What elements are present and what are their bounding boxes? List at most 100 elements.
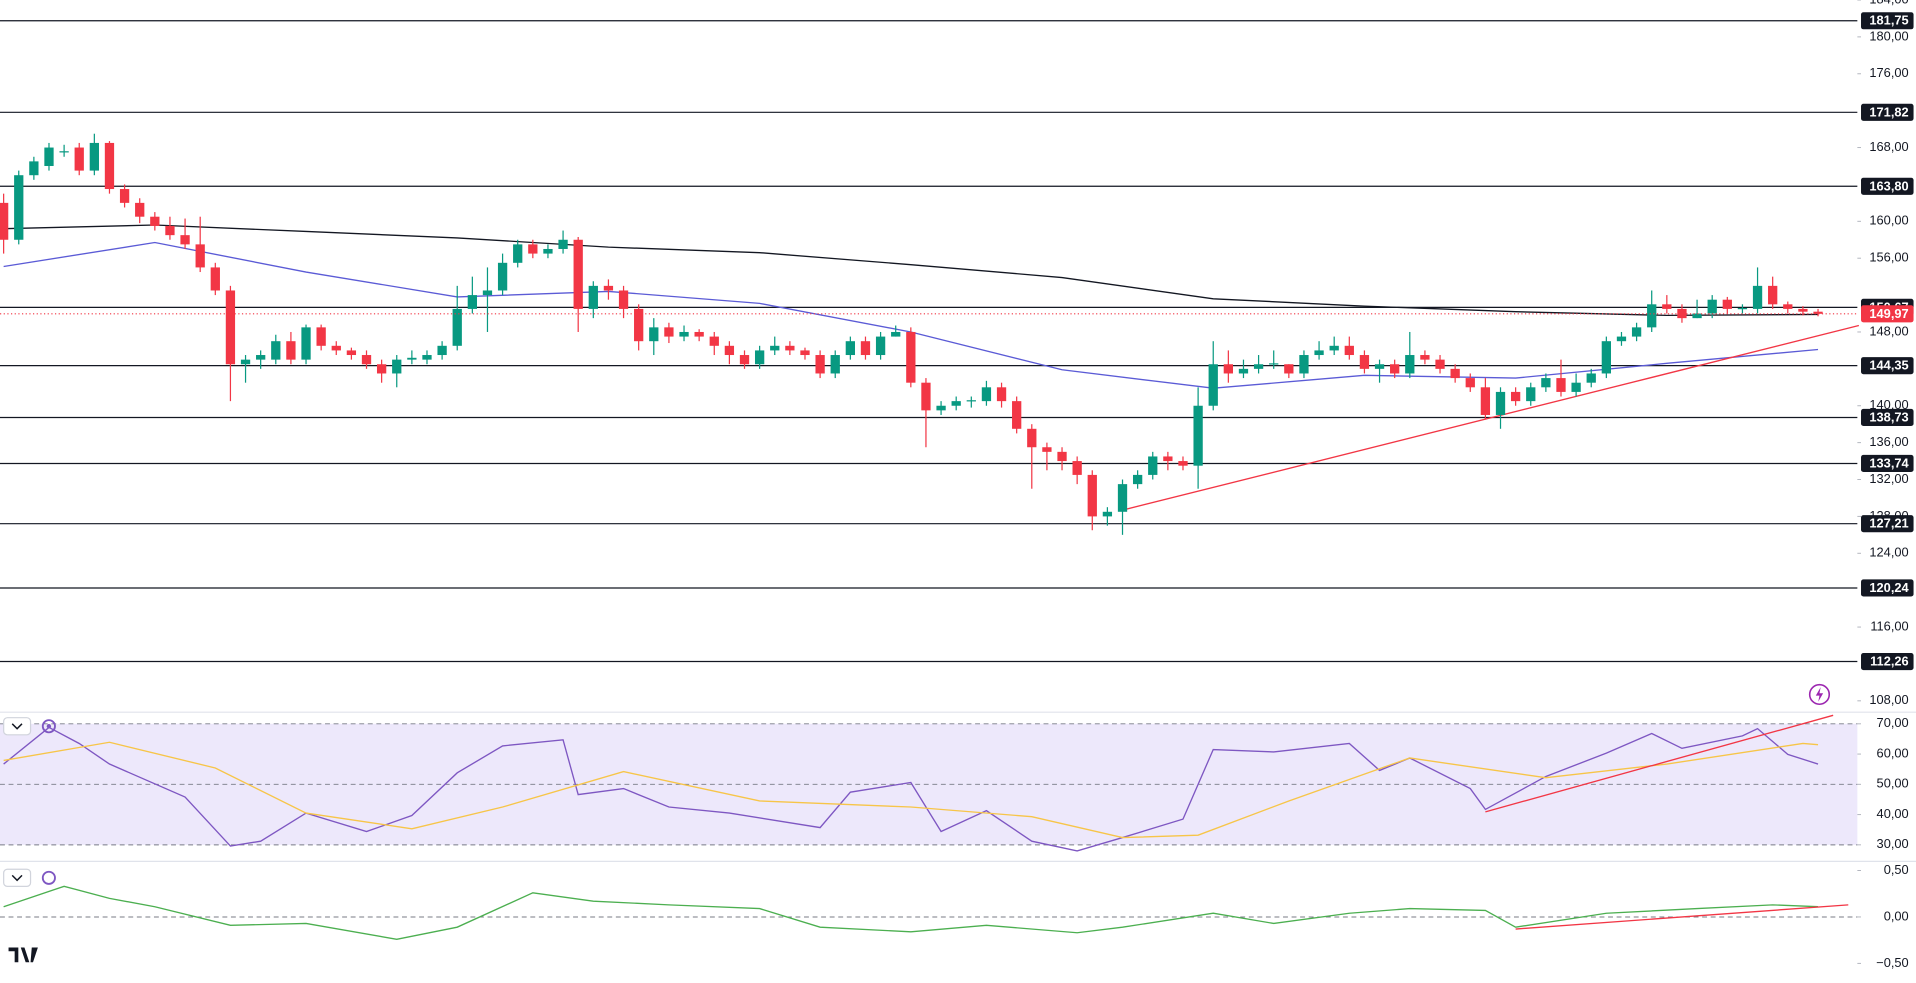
alert-icon[interactable] xyxy=(1808,683,1831,706)
level-label-box xyxy=(1861,579,1914,597)
level-label: 181,75 xyxy=(1869,13,1908,28)
candle-body xyxy=(1042,447,1052,452)
indicator-icon[interactable] xyxy=(41,870,56,885)
y-tick-label: 40,00 xyxy=(1877,806,1909,821)
level-label-box xyxy=(1861,103,1914,121)
collapse-button[interactable] xyxy=(3,868,32,888)
candle-body xyxy=(1027,428,1037,448)
candle-body xyxy=(256,355,266,360)
candle-body xyxy=(1586,373,1596,383)
candle-body xyxy=(709,336,719,346)
collapse-button[interactable] xyxy=(3,717,32,736)
candle-body xyxy=(906,331,916,383)
candle-body xyxy=(1616,336,1627,342)
candle-body xyxy=(422,355,432,360)
candle-body xyxy=(44,147,54,166)
candle-body xyxy=(1435,359,1445,369)
candle-body xyxy=(1662,304,1672,309)
candle-body xyxy=(29,161,39,176)
candle-body xyxy=(573,239,583,309)
candle-body xyxy=(966,400,976,402)
series-line xyxy=(1515,904,1849,930)
candle-body xyxy=(301,327,311,360)
level-label-box xyxy=(1861,408,1914,427)
candle-body xyxy=(891,331,901,337)
candle-body xyxy=(376,364,387,374)
candle-body xyxy=(1752,285,1763,309)
candle-body xyxy=(497,262,508,291)
candle-body xyxy=(1707,299,1717,314)
candle-body xyxy=(739,355,750,365)
candle-body xyxy=(1798,308,1808,312)
button-frame[interactable] xyxy=(3,717,32,736)
level-label-box xyxy=(1861,454,1914,473)
candle-body xyxy=(1647,304,1657,328)
y-tick-label: 0,50 xyxy=(1884,862,1909,877)
candle-body xyxy=(528,244,538,254)
candle-body xyxy=(346,350,357,356)
candle-body xyxy=(1722,299,1732,309)
candle-body xyxy=(951,401,961,406)
y-tick-label: 140,00 xyxy=(1869,397,1908,412)
series-line xyxy=(3,726,1819,852)
candle-body xyxy=(437,345,447,356)
chevron-icon xyxy=(11,874,23,882)
candle-body xyxy=(830,355,840,374)
candle-body xyxy=(59,151,69,153)
candle-body xyxy=(603,285,614,291)
candle-body xyxy=(1012,401,1022,429)
candle-body xyxy=(271,341,281,360)
candle-body xyxy=(150,216,160,226)
candle-body xyxy=(1223,364,1233,374)
candle-body xyxy=(513,244,523,263)
candle-body xyxy=(679,331,689,337)
chevron-icon xyxy=(11,723,23,730)
candle-body xyxy=(1329,345,1339,351)
candle-body xyxy=(1269,363,1279,365)
candle-body xyxy=(694,331,704,337)
candle-body xyxy=(1208,364,1218,406)
y-tick-label: 0,00 xyxy=(1884,908,1909,923)
candle-body xyxy=(845,341,855,356)
candle-body xyxy=(74,147,84,171)
candle-body xyxy=(1117,484,1128,512)
button-frame[interactable] xyxy=(3,868,32,888)
candle-body xyxy=(1420,355,1430,360)
candle-body xyxy=(1314,350,1324,356)
candle-body xyxy=(1526,387,1536,402)
candle-body xyxy=(770,345,780,351)
candle-body xyxy=(1163,456,1173,462)
series-line xyxy=(1485,714,1834,813)
candle-body xyxy=(1299,355,1309,374)
last-price-label: 149,97 xyxy=(1869,306,1908,321)
candle-body xyxy=(1737,307,1748,310)
candle-body xyxy=(785,345,795,351)
y-tick-label: 50,00 xyxy=(1877,776,1909,791)
candle-body xyxy=(1465,378,1475,388)
level-label: 133,74 xyxy=(1869,455,1909,470)
candle-body xyxy=(634,308,644,342)
y-tick-label: 70,00 xyxy=(1877,715,1909,730)
level-label: 112,26 xyxy=(1870,654,1909,669)
candle-body xyxy=(240,359,251,365)
level-label: 127,21 xyxy=(1869,516,1908,531)
candle-body xyxy=(1768,285,1778,305)
candle-body xyxy=(1193,405,1203,466)
level-label-box xyxy=(1861,515,1914,533)
logo[interactable] xyxy=(8,947,38,963)
y-tick-label: 148,00 xyxy=(1869,323,1908,338)
level-label-box xyxy=(1861,177,1914,195)
candle-body xyxy=(1405,355,1415,374)
candle-body xyxy=(1284,364,1294,374)
candle-body xyxy=(14,175,24,240)
candle-body xyxy=(452,308,462,346)
candle-body xyxy=(1087,474,1097,517)
candle-body xyxy=(1148,456,1158,475)
indicator-icon[interactable] xyxy=(41,719,56,734)
level-label: 138,73 xyxy=(1869,409,1908,424)
y-tick-label: 30,00 xyxy=(1877,836,1909,851)
candle-body xyxy=(1102,511,1113,517)
y-tick-label: 124,00 xyxy=(1869,545,1908,560)
